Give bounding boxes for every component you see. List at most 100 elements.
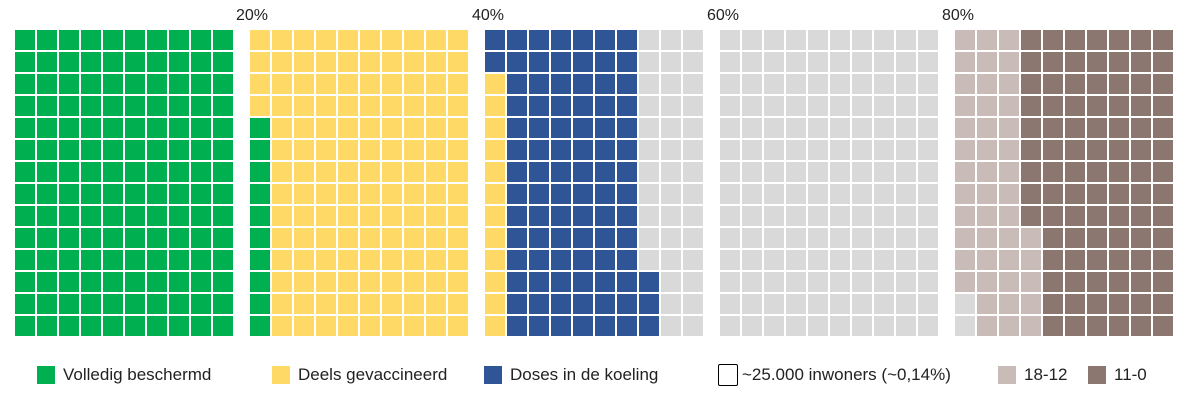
waffle-cell-koeling bbox=[529, 294, 549, 314]
waffle-cell-age11_0 bbox=[1021, 118, 1041, 138]
waffle-cell-koeling bbox=[529, 184, 549, 204]
waffle-cell-deels bbox=[316, 228, 336, 248]
waffle-cell-rest bbox=[764, 250, 784, 270]
waffle-cell-deels bbox=[404, 118, 424, 138]
waffle-cell-koeling bbox=[507, 228, 527, 248]
waffle-cell-volledig bbox=[191, 140, 211, 160]
waffle-cell-koeling bbox=[573, 140, 593, 160]
waffle-cell-koeling bbox=[617, 294, 637, 314]
waffle-cell-age18_12 bbox=[999, 140, 1019, 160]
waffle-cell-volledig bbox=[169, 272, 189, 292]
waffle-cell-volledig bbox=[59, 184, 79, 204]
legend-swatch-11-0 bbox=[1088, 366, 1106, 384]
waffle-cell-volledig bbox=[81, 96, 101, 116]
waffle-cell-volledig bbox=[213, 294, 233, 314]
waffle-cell-rest bbox=[786, 316, 806, 336]
waffle-cell-age11_0 bbox=[1109, 96, 1129, 116]
waffle-cell-volledig bbox=[15, 52, 35, 72]
tick-label-60: 60% bbox=[707, 7, 740, 24]
waffle-cell-deels bbox=[404, 272, 424, 292]
waffle-cell-deels bbox=[338, 74, 358, 94]
waffle-cell-rest bbox=[830, 140, 850, 160]
waffle-cell-age11_0 bbox=[1065, 272, 1085, 292]
waffle-cell-volledig bbox=[250, 316, 270, 336]
waffle-cell-rest bbox=[764, 228, 784, 248]
waffle-cell-rest bbox=[830, 250, 850, 270]
waffle-cell-deels bbox=[426, 74, 446, 94]
waffle-cell-age18_12 bbox=[955, 206, 975, 226]
waffle-cell-rest bbox=[786, 250, 806, 270]
waffle-cell-age18_12 bbox=[999, 228, 1019, 248]
waffle-cell-rest bbox=[786, 206, 806, 226]
waffle-cell-deels bbox=[294, 184, 314, 204]
tick-label-40: 40% bbox=[472, 7, 505, 24]
waffle-cell-volledig bbox=[125, 228, 145, 248]
waffle-cell-rest bbox=[918, 74, 938, 94]
waffle-cell-deels bbox=[448, 206, 468, 226]
waffle-cell-volledig bbox=[213, 140, 233, 160]
waffle-cell-deels bbox=[485, 294, 505, 314]
waffle-cell-deels bbox=[316, 272, 336, 292]
waffle-cell-rest bbox=[742, 184, 762, 204]
waffle-cell-rest bbox=[874, 118, 894, 138]
waffle-cell-volledig bbox=[191, 74, 211, 94]
waffle-cell-deels bbox=[382, 162, 402, 182]
waffle-cell-koeling bbox=[507, 140, 527, 160]
waffle-cell-age11_0 bbox=[1131, 184, 1151, 204]
waffle-cell-koeling bbox=[507, 52, 527, 72]
waffle-cell-koeling bbox=[485, 52, 505, 72]
waffle-cell-volledig bbox=[59, 294, 79, 314]
waffle-cell-age11_0 bbox=[1153, 228, 1173, 248]
waffle-cell-volledig bbox=[125, 272, 145, 292]
waffle-cell-koeling bbox=[551, 74, 571, 94]
waffle-cell-koeling bbox=[573, 52, 593, 72]
waffle-cell-age11_0 bbox=[1065, 316, 1085, 336]
waffle-cell-age18_12 bbox=[977, 184, 997, 204]
waffle-cell-age11_0 bbox=[1087, 184, 1107, 204]
waffle-cell-volledig bbox=[191, 272, 211, 292]
waffle-cell-deels bbox=[426, 140, 446, 160]
waffle-cell-volledig bbox=[213, 206, 233, 226]
waffle-cell-volledig bbox=[59, 96, 79, 116]
waffle-cell-age11_0 bbox=[1087, 162, 1107, 182]
waffle-cell-age11_0 bbox=[1131, 52, 1151, 72]
waffle-cell-deels bbox=[404, 294, 424, 314]
waffle-cell-deels bbox=[294, 206, 314, 226]
waffle-cell-volledig bbox=[15, 96, 35, 116]
waffle-cell-koeling bbox=[551, 272, 571, 292]
waffle-cell-rest bbox=[918, 118, 938, 138]
waffle-cell-deels bbox=[338, 52, 358, 72]
waffle-cell-koeling bbox=[617, 74, 637, 94]
waffle-cell-rest bbox=[852, 316, 872, 336]
waffle-cell-volledig bbox=[103, 294, 123, 314]
waffle-cell-volledig bbox=[81, 294, 101, 314]
waffle-cell-rest bbox=[852, 294, 872, 314]
waffle-cell-rest bbox=[918, 184, 938, 204]
waffle-cell-koeling bbox=[595, 272, 615, 292]
waffle-cell-koeling bbox=[507, 118, 527, 138]
waffle-cell-age11_0 bbox=[1087, 272, 1107, 292]
waffle-cell-age11_0 bbox=[1153, 162, 1173, 182]
waffle-cell-volledig bbox=[15, 30, 35, 50]
waffle-cell-age11_0 bbox=[1043, 30, 1063, 50]
waffle-cell-volledig bbox=[213, 118, 233, 138]
waffle-cell-deels bbox=[426, 118, 446, 138]
legend-swatch-koeling bbox=[484, 366, 502, 384]
waffle-cell-deels bbox=[316, 118, 336, 138]
waffle-cell-age11_0 bbox=[1087, 52, 1107, 72]
waffle-cell-age18_12 bbox=[999, 74, 1019, 94]
legend: Volledig beschermd Deels gevaccineerd Do… bbox=[0, 362, 1200, 392]
waffle-cell-deels bbox=[448, 96, 468, 116]
waffle-cell-koeling bbox=[529, 272, 549, 292]
waffle-cell-deels bbox=[294, 52, 314, 72]
legend-label-unit: ~25.000 inwoners (~0,14%) bbox=[742, 365, 951, 384]
waffle-cell-deels bbox=[250, 30, 270, 50]
waffle-cell-volledig bbox=[169, 228, 189, 248]
waffle-cell-age11_0 bbox=[1131, 316, 1151, 336]
waffle-cell-koeling bbox=[551, 30, 571, 50]
waffle-cell-rest bbox=[808, 272, 828, 292]
waffle-cell-rest bbox=[639, 250, 659, 270]
waffle-cell-koeling bbox=[551, 162, 571, 182]
waffle-cell-deels bbox=[404, 162, 424, 182]
waffle-cell-volledig bbox=[191, 162, 211, 182]
